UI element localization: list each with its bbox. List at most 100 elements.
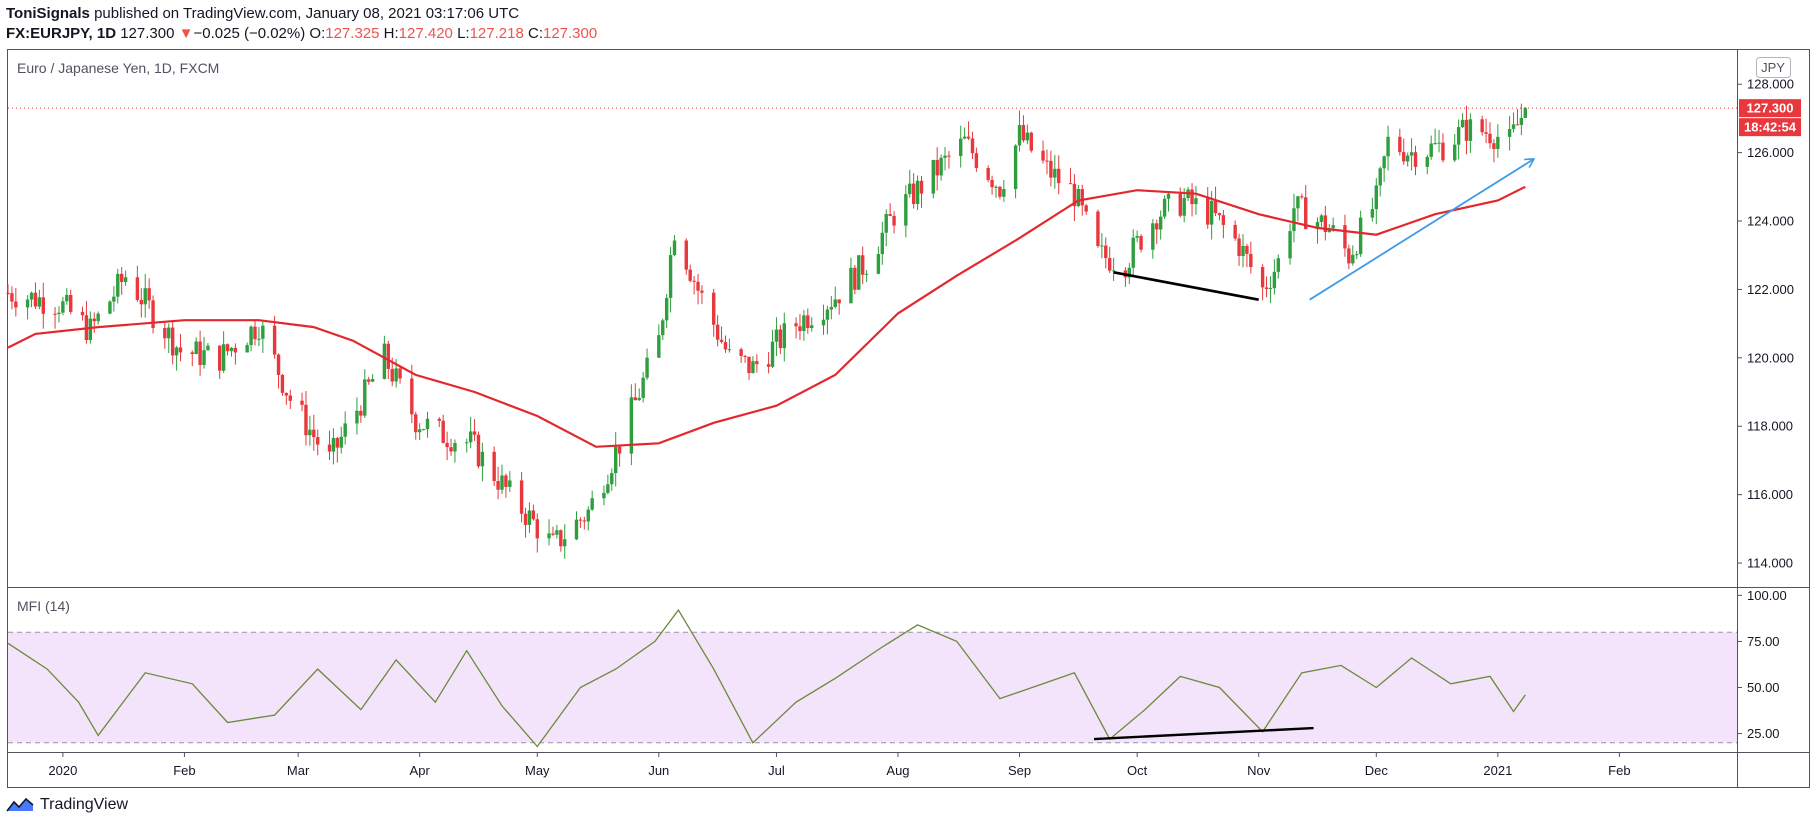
candle-body [69, 295, 73, 312]
candle-body [1127, 267, 1132, 278]
tradingview-footer[interactable]: TradingView [6, 796, 128, 814]
candle-body [1237, 238, 1241, 257]
candle-body [1096, 211, 1100, 246]
candle-body [331, 438, 336, 452]
low-label: L: [457, 25, 470, 42]
price-axis-label: 120.000 [1747, 350, 1794, 365]
candle-body [684, 240, 688, 270]
candle-body [80, 311, 85, 316]
candle-body [633, 397, 638, 401]
candle-body [1264, 287, 1269, 289]
mfi-band [8, 632, 1737, 743]
candle-body [1041, 150, 1045, 161]
candle-body [1151, 223, 1155, 250]
candle-body [453, 442, 457, 452]
candle-body [335, 438, 340, 448]
candle-body [888, 214, 892, 216]
candle-body [547, 533, 551, 539]
candle-body [417, 429, 422, 433]
price-low-trendline [1113, 271, 1259, 301]
candle-body [1076, 189, 1081, 207]
candle-body [96, 313, 100, 322]
candle-body [555, 530, 559, 535]
candle-body [327, 444, 332, 452]
author-name[interactable]: ToniSignals [6, 5, 90, 22]
time-axis-label: May [525, 763, 550, 778]
candle-body [1425, 156, 1429, 167]
candle-body [257, 338, 261, 340]
candle-body [1206, 198, 1210, 225]
candle-body [531, 510, 536, 520]
candle-body [112, 296, 116, 302]
candle-body [610, 473, 614, 485]
candle-body [661, 320, 665, 336]
candle-body [414, 414, 418, 433]
candle-body [1507, 128, 1512, 137]
candle-body [1241, 245, 1245, 257]
candles-layer [6, 103, 1527, 559]
candle-body [108, 301, 112, 314]
candle-body [664, 297, 669, 321]
candle-body [1347, 248, 1351, 264]
candle-body [974, 153, 979, 168]
candle-body [1358, 217, 1363, 255]
time-axis-label: Feb [1608, 763, 1630, 778]
candle-body [178, 347, 183, 353]
mfi-axis-label: 25.00 [1747, 726, 1780, 741]
candle-body [170, 327, 175, 356]
candle-body [994, 186, 998, 188]
candle-body [700, 290, 704, 293]
candle-body [468, 431, 473, 443]
candle-body [421, 429, 426, 431]
candle-body [366, 379, 371, 382]
candle-body [1221, 215, 1226, 225]
candle-body [837, 299, 841, 304]
candle-body [657, 335, 661, 358]
time-axis-label: Feb [173, 763, 195, 778]
candle-body [1045, 160, 1049, 162]
low-value: 127.218 [469, 25, 524, 42]
candle-body [206, 345, 210, 351]
candle-body [190, 352, 194, 354]
candle-body [853, 267, 857, 290]
candle-body [370, 378, 375, 382]
candle-body [225, 344, 230, 352]
candle-body [519, 480, 524, 514]
candle-body [249, 326, 253, 346]
candle-body [1433, 143, 1437, 145]
tradingview-brand: TradingView [40, 796, 129, 813]
candle-body [1323, 215, 1328, 233]
candle-body [1429, 143, 1433, 157]
currency-badge[interactable] [1756, 57, 1791, 78]
candle-body [1013, 145, 1018, 190]
uptrend-arrow [1309, 159, 1533, 301]
candle-body [147, 288, 151, 301]
high-label: H: [383, 25, 399, 42]
tradingview-logo-icon [6, 797, 34, 812]
candle-body [806, 315, 810, 328]
candle-body [712, 292, 716, 325]
candle-body [1488, 133, 1492, 144]
candle-body [1100, 245, 1104, 247]
candle-body [884, 214, 888, 233]
candle-body [613, 446, 618, 474]
candle-body [449, 447, 453, 452]
candle-body [1523, 108, 1527, 118]
candle-body [739, 349, 743, 356]
moving-average-line [7, 185, 1526, 448]
candle-body [1084, 205, 1088, 212]
candle-body [480, 451, 485, 467]
main-pane-title: Euro / Japanese Yen, 1D, FXCM [17, 60, 219, 76]
candle-body [1178, 193, 1182, 216]
candle-body [53, 313, 57, 315]
candle-body [1107, 258, 1112, 271]
candle-body [1453, 144, 1457, 161]
candle-body [1072, 183, 1077, 207]
candle-body [276, 354, 281, 375]
candle-body [857, 255, 861, 290]
candle-body [88, 318, 93, 340]
candle-body [755, 361, 759, 365]
candle-body [696, 281, 700, 291]
candle-body [1053, 168, 1057, 178]
